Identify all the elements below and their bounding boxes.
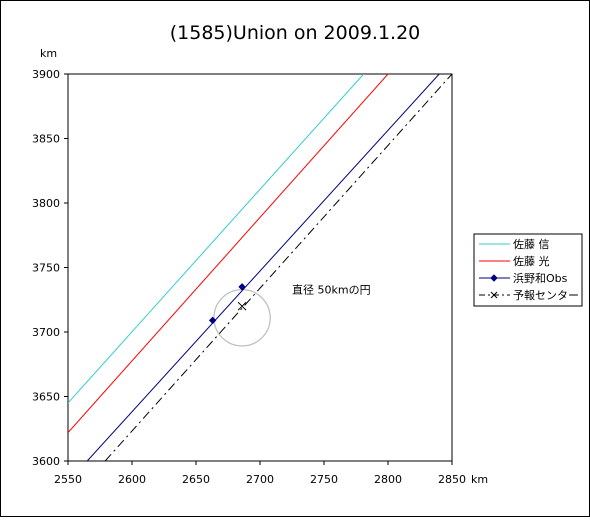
y-tick-label: 3750 bbox=[32, 262, 60, 275]
plot-area: 2550 2600 2650 2700 2750 2800 2850 3600 3650 3700… bbox=[32, 68, 466, 486]
y-tick-label: 3800 bbox=[32, 197, 60, 210]
y-tick-label: 3600 bbox=[32, 455, 60, 468]
legend-label-2: 浜野和Obs bbox=[513, 272, 568, 285]
series-line-0 bbox=[68, 74, 365, 404]
x-tick-label: 2800 bbox=[374, 473, 402, 486]
x-tick-label: 2850 bbox=[438, 473, 466, 486]
annotation-text: 直径 50kmの円 bbox=[292, 282, 371, 296]
diameter-circle bbox=[213, 288, 271, 347]
plot-border bbox=[67, 73, 453, 462]
x-tick-label: 2550 bbox=[54, 473, 82, 486]
x-tick-label: 2600 bbox=[118, 473, 146, 486]
y-tick-label: 3650 bbox=[32, 391, 60, 404]
y-axis-label: km bbox=[40, 47, 57, 60]
observation-marker bbox=[208, 316, 217, 325]
center-cross-b bbox=[237, 301, 247, 311]
y-tick-label: 3900 bbox=[32, 68, 60, 81]
x-tick-label: 2750 bbox=[310, 473, 338, 486]
x-axis-label: km bbox=[471, 473, 488, 486]
chart-title: (1585)Union on 2009.1.20 bbox=[170, 22, 421, 44]
series-line-2 bbox=[86, 74, 440, 461]
legend-cross-b bbox=[490, 291, 498, 299]
x-tick-label: 2650 bbox=[182, 473, 210, 486]
legend-label-3: 予報センター bbox=[513, 289, 579, 302]
series-line-1 bbox=[68, 74, 389, 433]
legend-label-1: 佐藤 光 bbox=[513, 254, 550, 268]
y-tick-label: 3700 bbox=[32, 326, 60, 339]
x-tick-label: 2700 bbox=[246, 473, 274, 486]
series-lines bbox=[68, 74, 452, 461]
legend-label-0: 佐藤 信 bbox=[513, 237, 550, 251]
legend-marker-2 bbox=[490, 274, 498, 282]
series-line-3 bbox=[104, 74, 452, 461]
y-tick-label: 3850 bbox=[32, 133, 60, 146]
observation-marker bbox=[238, 283, 246, 291]
legend-box bbox=[473, 233, 583, 307]
